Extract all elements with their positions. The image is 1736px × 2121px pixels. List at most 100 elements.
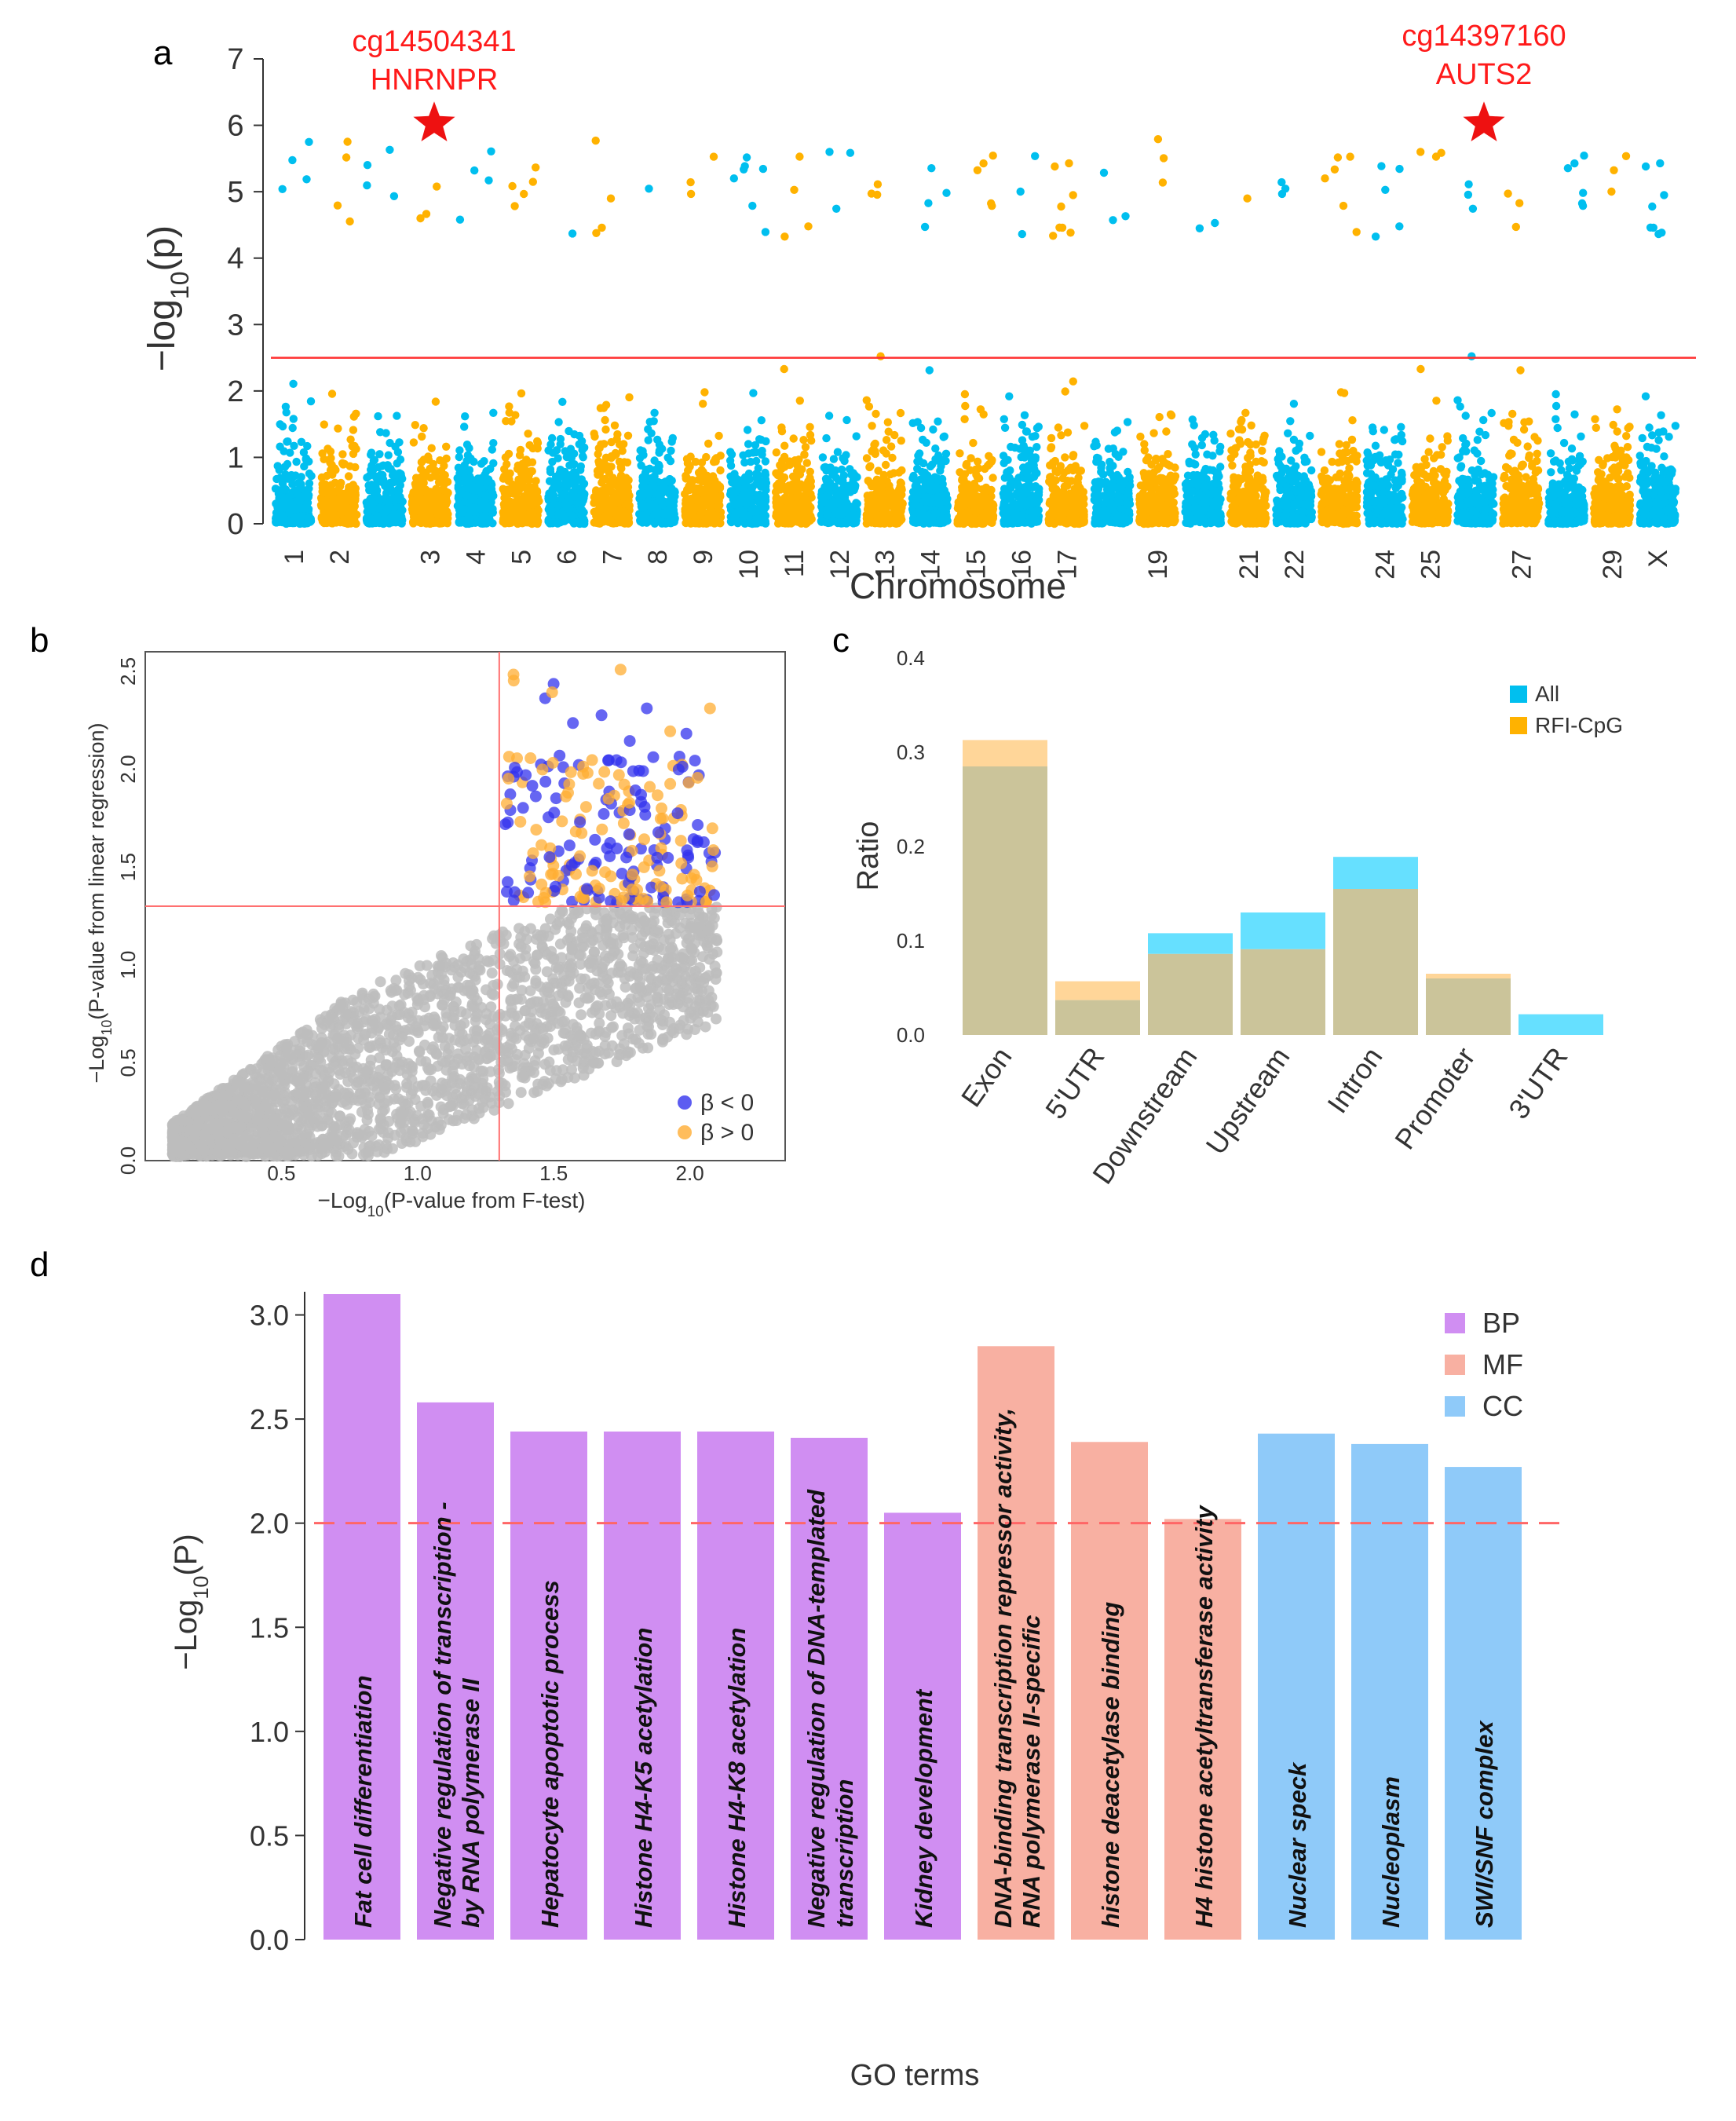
- manhattan-point: [640, 517, 649, 526]
- manhattan-point: [1011, 443, 1019, 452]
- manhattan-point: [339, 506, 348, 515]
- manhattan-point: [303, 441, 312, 451]
- manhattan-point: [699, 400, 707, 408]
- manhattan-point: [825, 148, 834, 156]
- manhattan-point: [1018, 498, 1026, 506]
- manhattan-point: [338, 450, 347, 459]
- manhattan-point: [610, 421, 619, 430]
- manhattan-point: [800, 450, 809, 459]
- manhattan-point: [487, 479, 495, 488]
- manhattan-point: [790, 185, 799, 194]
- manhattan-point: [470, 457, 478, 466]
- manhattan-point: [349, 497, 357, 506]
- manhattan-point: [937, 491, 947, 500]
- manhattan-point: [1031, 455, 1040, 463]
- manhattan-point: [554, 418, 563, 426]
- manhattan-point: [343, 137, 352, 146]
- manhattan-point: [802, 481, 811, 491]
- manhattan-point: [839, 518, 848, 527]
- manhattan-point: [892, 505, 901, 514]
- manhattan-point: [649, 417, 658, 426]
- manhattan-point: [739, 451, 747, 459]
- manhattan-point: [278, 185, 287, 193]
- manhattan-point: [1021, 487, 1029, 496]
- manhattan-point: [925, 366, 934, 375]
- manhattan-point: [1091, 485, 1099, 494]
- manhattan-point: [873, 503, 883, 513]
- manhattan-point: [1102, 499, 1110, 507]
- manhattan-point: [382, 507, 390, 516]
- manhattan-point: [971, 465, 980, 474]
- manhattan-point: [1106, 463, 1114, 473]
- manhattan-point: [1104, 444, 1113, 453]
- manhattan-point: [762, 437, 770, 446]
- manhattan-point: [645, 185, 653, 193]
- manhattan-point: [742, 153, 751, 162]
- manhattan-point: [333, 201, 342, 210]
- manhattan-point: [590, 430, 598, 438]
- manhattan-point: [1000, 459, 1008, 467]
- manhattan-point: [533, 444, 542, 453]
- manhattan-point: [886, 442, 896, 451]
- manhattan-point: [619, 509, 627, 518]
- manhattan-point: [288, 480, 297, 488]
- manhattan-point: [375, 503, 384, 513]
- manhattan-point: [1013, 479, 1022, 488]
- manhattan-point: [328, 470, 337, 479]
- manhattan-point: [488, 508, 497, 517]
- manhattan-point: [618, 481, 627, 490]
- manhattan-point: [290, 441, 298, 450]
- manhattan-point: [774, 508, 783, 517]
- manhattan-point: [1158, 178, 1168, 187]
- manhattan-point: [908, 419, 917, 427]
- manhattan-point: [304, 505, 313, 514]
- manhattan-point: [376, 470, 386, 479]
- manhattan-point: [637, 489, 646, 498]
- manhattan-point: [561, 514, 571, 524]
- manhattan-point: [322, 488, 331, 497]
- manhattan-point: [832, 204, 841, 213]
- manhattan-point: [1095, 477, 1104, 486]
- manhattan-point: [292, 457, 301, 466]
- manhattan-point: [454, 494, 462, 503]
- manhattan-point: [667, 446, 675, 455]
- manhattan-point: [897, 437, 906, 445]
- manhattan-point: [749, 389, 758, 397]
- manhattan-point: [1024, 517, 1032, 527]
- manhattan-point: [511, 499, 521, 507]
- manhattan-point: [1123, 418, 1132, 426]
- manhattan-point: [363, 181, 371, 190]
- manhattan-point: [556, 509, 565, 517]
- manhattan-point: [601, 400, 611, 409]
- manhattan-point: [1091, 437, 1100, 446]
- manhattan-point: [530, 499, 539, 507]
- manhattan-point: [712, 454, 721, 463]
- manhattan-point: [289, 379, 298, 388]
- manhattan-point: [1028, 433, 1037, 441]
- manhattan-point: [686, 189, 696, 199]
- manhattan-point: [297, 437, 306, 446]
- manhattan-point: [505, 408, 513, 417]
- manhattan-point: [795, 516, 804, 525]
- manhattan-point: [967, 454, 975, 463]
- manhattan-point: [727, 450, 736, 459]
- manhattan-point: [528, 510, 538, 520]
- manhattan-point: [467, 519, 476, 528]
- manhattan-point: [422, 210, 431, 218]
- manhattan-point: [1094, 498, 1102, 506]
- manhattan-point: [505, 508, 513, 517]
- manhattan-point: [655, 462, 663, 470]
- manhattan-point: [477, 459, 486, 468]
- manhattan-point: [455, 452, 463, 462]
- manhattan-point: [517, 389, 526, 398]
- manhattan-point: [989, 474, 997, 482]
- manhattan-point: [845, 487, 854, 496]
- manhattan-point: [852, 432, 861, 441]
- manhattan-point: [1054, 423, 1063, 432]
- manhattan-point: [881, 460, 890, 470]
- manhattan-point: [983, 503, 992, 513]
- manhattan-point: [462, 491, 470, 499]
- manhattan-point: [366, 494, 375, 503]
- manhattan-point: [290, 513, 298, 521]
- manhattan-point: [818, 453, 828, 462]
